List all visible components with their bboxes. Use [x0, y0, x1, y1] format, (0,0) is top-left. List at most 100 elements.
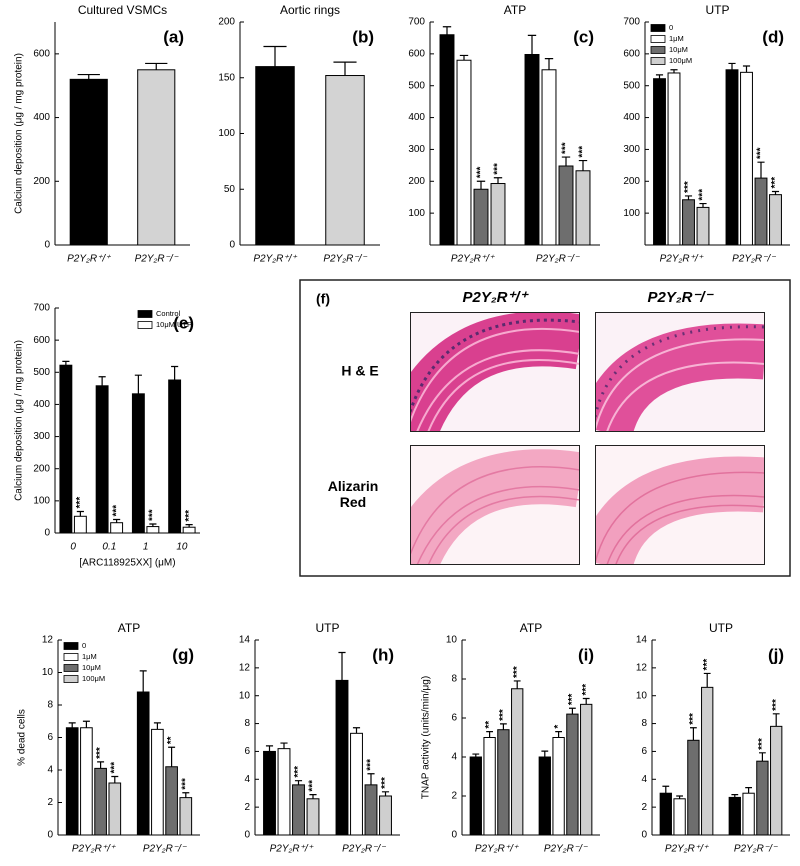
bar	[682, 199, 695, 246]
column-label: P2Y₂R⁺/⁺	[463, 289, 530, 306]
bar	[335, 679, 349, 836]
bar	[742, 792, 755, 836]
error-bar	[757, 161, 765, 179]
significance-label: ***	[493, 163, 504, 175]
bar	[292, 784, 305, 836]
y-tick-label: 100	[33, 495, 50, 506]
panel-label: (a)	[163, 27, 184, 46]
error-bar	[265, 745, 274, 752]
y-tick-label: 4	[47, 765, 53, 776]
significance-label: ***	[184, 510, 195, 522]
significance-label: ***	[111, 505, 122, 517]
y-axis-label: Calcium deposition (μg / mg protein)	[14, 340, 25, 501]
significance-label: ***	[512, 666, 523, 678]
error-bar	[145, 62, 168, 70]
x-tick-label: P2Y₂R⁺/⁺	[451, 254, 495, 265]
y-tick-label: 600	[623, 48, 640, 59]
error-bar	[731, 794, 739, 798]
chart-title: UTP	[709, 621, 733, 635]
bar	[137, 69, 176, 246]
bar	[165, 766, 178, 836]
y-tick-label: 150	[218, 72, 235, 83]
bar	[728, 796, 741, 836]
y-tick-label: 8	[641, 718, 647, 729]
significance-label: ***	[180, 778, 191, 790]
significance-label: ***	[95, 747, 106, 759]
bar	[439, 34, 455, 246]
y-tick-label: 100	[218, 128, 235, 139]
significance-label: ***	[498, 709, 509, 721]
y-tick-label: 400	[408, 112, 425, 123]
y-tick-label: 200	[623, 176, 640, 187]
legend-swatch	[650, 57, 666, 65]
chart-title: ATP	[118, 621, 140, 635]
y-tick-label: 2	[641, 802, 647, 813]
y-tick-label: 12	[239, 662, 251, 673]
error-bar	[309, 794, 317, 799]
x-tick-label: P2Y₂R⁺/⁺	[665, 844, 709, 855]
error-bar	[703, 672, 711, 688]
error-bar	[772, 713, 780, 727]
error-bar	[582, 697, 590, 705]
bar	[575, 170, 591, 246]
y-tick-label: 10	[239, 690, 251, 701]
y-tick-label: 0	[641, 830, 647, 841]
y-tick-label: 2	[47, 797, 53, 808]
significance-label: ***	[366, 759, 377, 771]
bar	[558, 165, 574, 246]
significance-label: ***	[756, 147, 767, 159]
error-bar	[742, 65, 751, 73]
error-bar	[381, 791, 390, 796]
error-bar	[97, 761, 105, 769]
error-bar	[82, 720, 90, 728]
bar	[379, 795, 392, 836]
bar	[263, 750, 276, 836]
micrograph	[595, 312, 765, 432]
y-tick-label: 400	[33, 112, 50, 123]
error-bar	[76, 510, 84, 517]
micrograph	[410, 312, 580, 432]
significance-label: ***	[581, 684, 592, 696]
error-bar	[134, 374, 142, 394]
y-tick-label: 200	[408, 176, 425, 187]
column-label: P2Y₂R⁻/⁻	[648, 289, 715, 306]
legend-swatch	[650, 24, 666, 32]
bar	[364, 784, 378, 836]
bar	[725, 69, 739, 246]
bar	[325, 75, 365, 246]
bar	[182, 526, 196, 534]
error-bar	[280, 742, 288, 749]
legend-label: 1μM	[669, 34, 684, 43]
x-tick-label: P2Y₂R⁻/⁻	[732, 254, 776, 265]
x-tick-label: 1	[143, 542, 149, 553]
significance-label: **	[166, 736, 177, 744]
bar	[770, 725, 783, 836]
y-tick-label: 14	[239, 635, 251, 646]
y-tick-label: 500	[408, 80, 425, 91]
x-axis-label: [ARC118925XX] (μM)	[79, 558, 175, 569]
significance-label: ***	[561, 142, 572, 154]
significance-label: ***	[109, 762, 120, 774]
y-axis-label: Calcium deposition (μg / mg protein)	[14, 53, 25, 214]
x-tick-label: P2Y₂R⁻/⁻	[143, 844, 187, 855]
error-bar	[493, 177, 503, 184]
y-tick-label: 500	[33, 367, 50, 378]
x-tick-label: P2Y₂R⁻/⁻	[135, 254, 179, 265]
significance-label: **	[484, 721, 495, 729]
legend-swatch	[63, 675, 79, 683]
bar	[95, 385, 109, 534]
error-bar	[333, 61, 357, 76]
y-tick-label: 700	[623, 17, 640, 28]
panel-label: (c)	[573, 27, 594, 46]
x-tick-label: P2Y₂R⁺/⁺	[67, 254, 111, 265]
y-tick-label: 0	[244, 830, 250, 841]
y-tick-label: 300	[623, 144, 640, 155]
x-tick-label: P2Y₂R⁻/⁻	[342, 844, 386, 855]
y-tick-label: 700	[408, 17, 425, 28]
chart-title: Aortic rings	[280, 3, 340, 17]
significance-label: ***	[308, 780, 319, 792]
row-label-box: Alizarin Red	[328, 478, 379, 510]
bar	[456, 59, 472, 246]
legend-label: 0	[669, 23, 673, 32]
y-tick-label: 200	[218, 17, 235, 28]
